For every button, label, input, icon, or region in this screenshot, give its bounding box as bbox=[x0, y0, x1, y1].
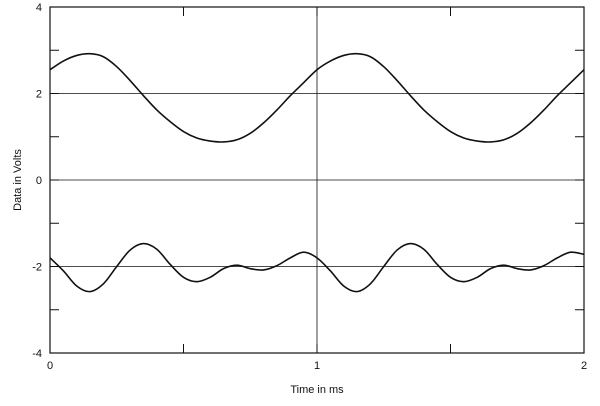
x-tick-label: 2 bbox=[581, 360, 587, 372]
y-tick-label: -4 bbox=[32, 348, 42, 360]
series-layer bbox=[49, 52, 585, 293]
x-axis-label: Time in ms bbox=[290, 384, 344, 396]
y-tick-label: 2 bbox=[36, 89, 42, 101]
grid-lines bbox=[50, 7, 584, 353]
plot-frame bbox=[49, 6, 585, 354]
y-tick-label: -2 bbox=[32, 262, 42, 274]
x-tick-label: 1 bbox=[314, 360, 320, 372]
series-line-2 bbox=[49, 242, 585, 293]
series-line-1 bbox=[49, 52, 585, 143]
y-tick-label: 4 bbox=[36, 2, 42, 14]
y-tick-label: 0 bbox=[36, 175, 42, 187]
x-tick-labels: 0 1 2 bbox=[47, 360, 587, 372]
x-tick-label: 0 bbox=[47, 360, 53, 372]
y-axis-label: Data in Volts bbox=[12, 149, 24, 211]
y-tick-labels: 4 2 0 -2 -4 bbox=[32, 2, 42, 360]
